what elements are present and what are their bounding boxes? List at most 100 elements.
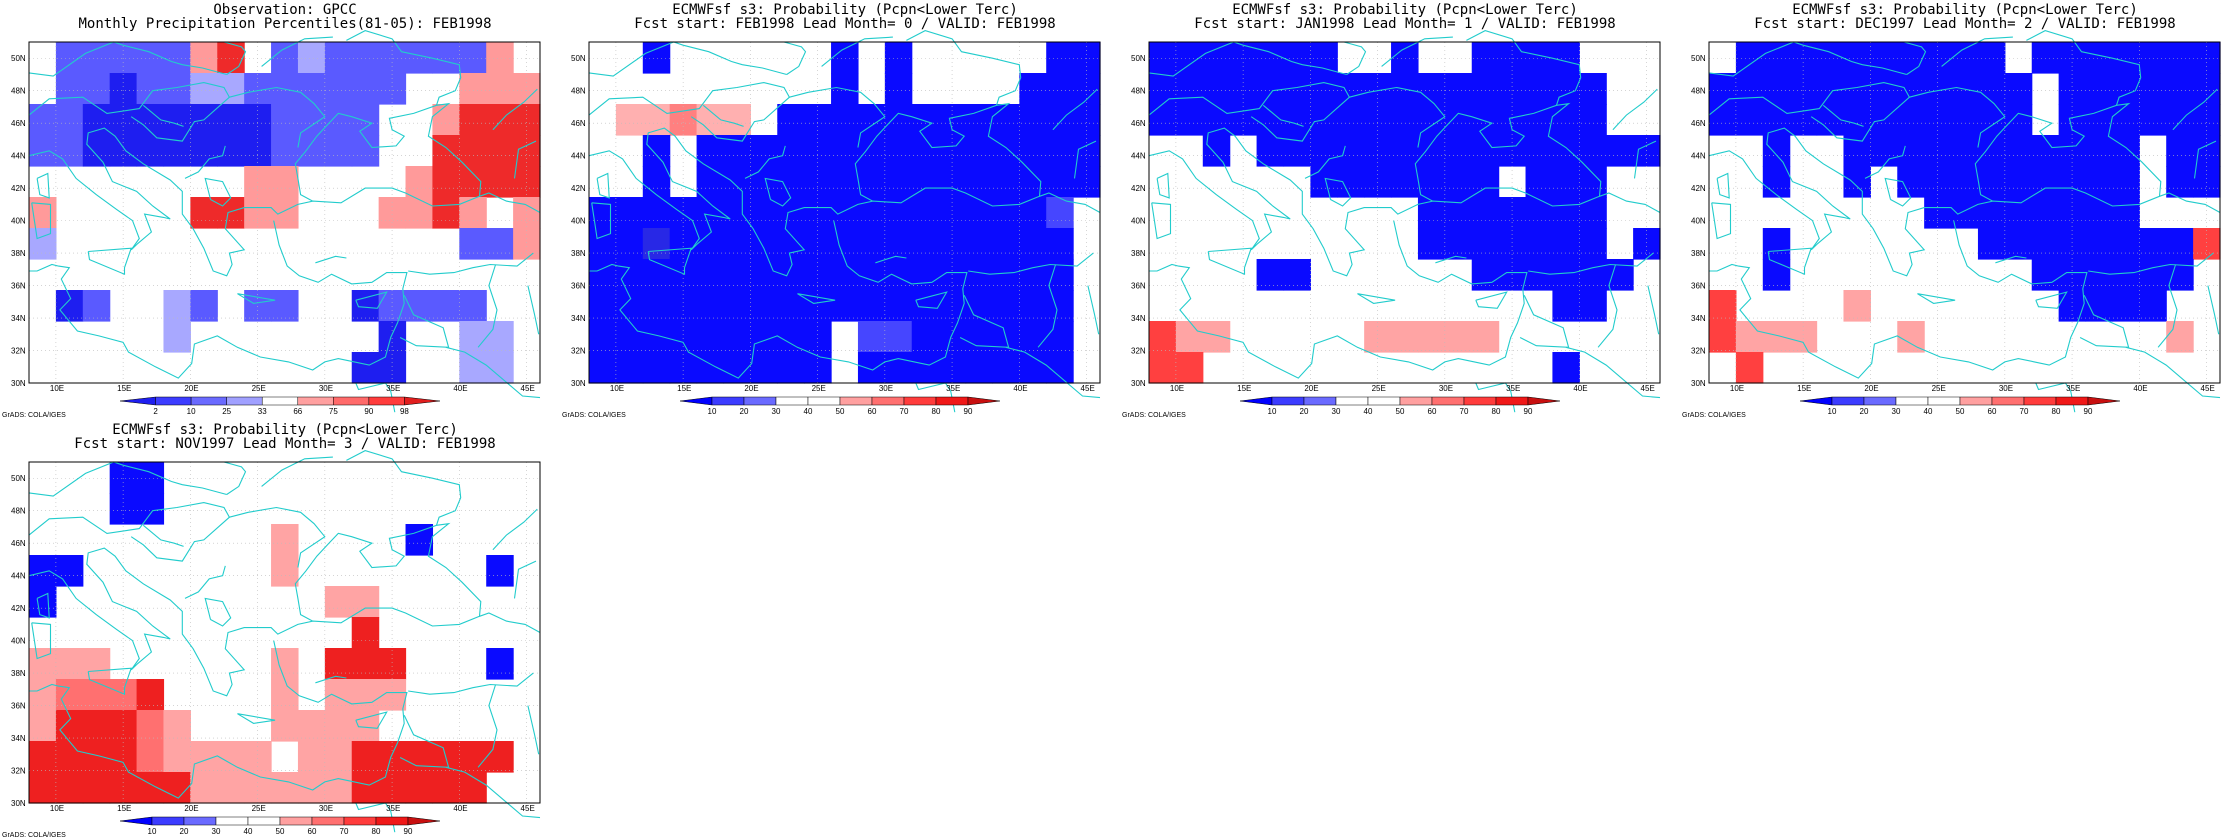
coastline: [1864, 145, 1906, 179]
coastline: [1037, 264, 1058, 348]
grid-cell: [1256, 73, 1285, 105]
colorbar-swatch: [1927, 396, 1961, 406]
coastlines: [1708, 30, 2221, 413]
grid-cell: [696, 135, 725, 167]
grid-cell: [486, 352, 514, 384]
grid-cell: [2139, 228, 2167, 260]
grid-cell: [378, 290, 407, 322]
grid-cell: [589, 352, 617, 384]
grid-cell: [324, 648, 353, 680]
coastline: [1324, 177, 1352, 207]
lon-tick-label: 15E: [117, 804, 131, 813]
grid-cell: [1046, 73, 1074, 105]
grid-cell: [589, 321, 617, 353]
coastline: [29, 220, 408, 379]
lon-tick-label: 40E: [453, 384, 467, 393]
grid-cell: [55, 555, 84, 587]
grid-cell: [1019, 290, 1047, 322]
grid-cell: [136, 462, 165, 494]
grid-cell: [378, 73, 407, 105]
colorbar-label: 30: [772, 407, 781, 416]
colorbar-label: 75: [329, 407, 338, 416]
grid-cell: [1897, 321, 1925, 353]
coastline: [31, 622, 52, 660]
colorbar-swatch: [226, 396, 263, 406]
colorbar-swatch: [407, 816, 441, 826]
grid-cell: [486, 648, 514, 680]
grid-cell: [271, 166, 299, 198]
grid-cell: [136, 772, 165, 804]
panel-title-line2: Fcst start: FEB1998 Lead Month= 0 / VALI…: [634, 16, 1055, 32]
grid-cell: [513, 104, 541, 136]
coastline: [1708, 41, 1907, 77]
coastline: [2026, 30, 2142, 106]
grid-cell: [217, 135, 245, 167]
grid-cell: [777, 321, 805, 353]
grid-cell: [938, 197, 967, 229]
coastline: [492, 508, 538, 551]
grid-cell: [1552, 197, 1580, 229]
grid-cell: [163, 710, 191, 742]
grid-cell: [2139, 42, 2167, 74]
grid-cell: [459, 42, 487, 74]
grid-cell: [351, 42, 380, 74]
coastline: [28, 102, 482, 277]
grid-cell: [29, 648, 57, 680]
map-observation-svg: Observation: GPCC Monthly Precipitation …: [2, 2, 541, 419]
coastline: [789, 86, 886, 148]
lat-tick-label: 48N: [1691, 87, 1706, 96]
coastline: [2079, 295, 2130, 348]
grid-cell: [777, 228, 805, 260]
map-frame: [1148, 41, 1661, 384]
lat-tick-label: 34N: [571, 314, 586, 323]
colorbar-swatch: [839, 396, 873, 406]
coastline: [821, 36, 893, 67]
grid-cell: [1175, 104, 1204, 136]
colorbar-swatch: [935, 396, 969, 406]
coastline: [477, 264, 498, 348]
graticule: [1149, 42, 1660, 384]
grid-cell: [324, 104, 353, 136]
coastline: [596, 172, 610, 199]
grid-cell: [1229, 73, 1258, 105]
map-panel-lead3: ECMWFsf s3: Probability (Pcpn<Lower Terc…: [0, 420, 560, 840]
grid-cell: [1552, 135, 1580, 167]
grid-cell: [1579, 228, 1607, 260]
grid-cell: [1525, 166, 1554, 198]
grid-cell: [378, 741, 407, 773]
grid-cell: [965, 352, 994, 384]
grid-cell: [1471, 197, 1500, 229]
grid-cell: [432, 42, 460, 74]
grid-cell: [351, 741, 380, 773]
grid-cell: [2166, 135, 2194, 167]
grid-cell: [965, 290, 994, 322]
lat-tick-label: 34N: [1131, 314, 1146, 323]
lat-tick-label: 46N: [1131, 119, 1146, 128]
grid-cell: [992, 166, 1020, 198]
grid-cell: [405, 772, 434, 804]
lon-tick-label: 30E: [1439, 384, 1453, 393]
coastline: [399, 295, 450, 348]
grid-cell: [2166, 166, 2194, 198]
colorbar-label: 70: [2020, 407, 2029, 416]
grid-cell: [1073, 104, 1101, 136]
grid-cell: [750, 352, 778, 384]
grid-cell: [1816, 73, 1845, 105]
grid-cell: [1977, 228, 2006, 260]
map-frame: [28, 41, 541, 384]
coastline: [1357, 293, 1396, 304]
grid-cell: [831, 166, 859, 198]
coastline: [142, 524, 184, 547]
grid-cell: [217, 772, 245, 804]
grid-cell: [432, 290, 460, 322]
coastline: [261, 36, 333, 67]
lat-tick-label: 46N: [11, 539, 26, 548]
colorbar-swatch: [967, 396, 1001, 406]
lat-tick-label: 50N: [571, 54, 586, 63]
grid-cell: [642, 259, 671, 291]
grid-cell: [1391, 166, 1419, 198]
coastline: [477, 684, 498, 768]
lon-tick-label: 10E: [1170, 384, 1184, 393]
colorbar-swatch: [743, 396, 777, 406]
grid-cells: [589, 42, 1101, 384]
